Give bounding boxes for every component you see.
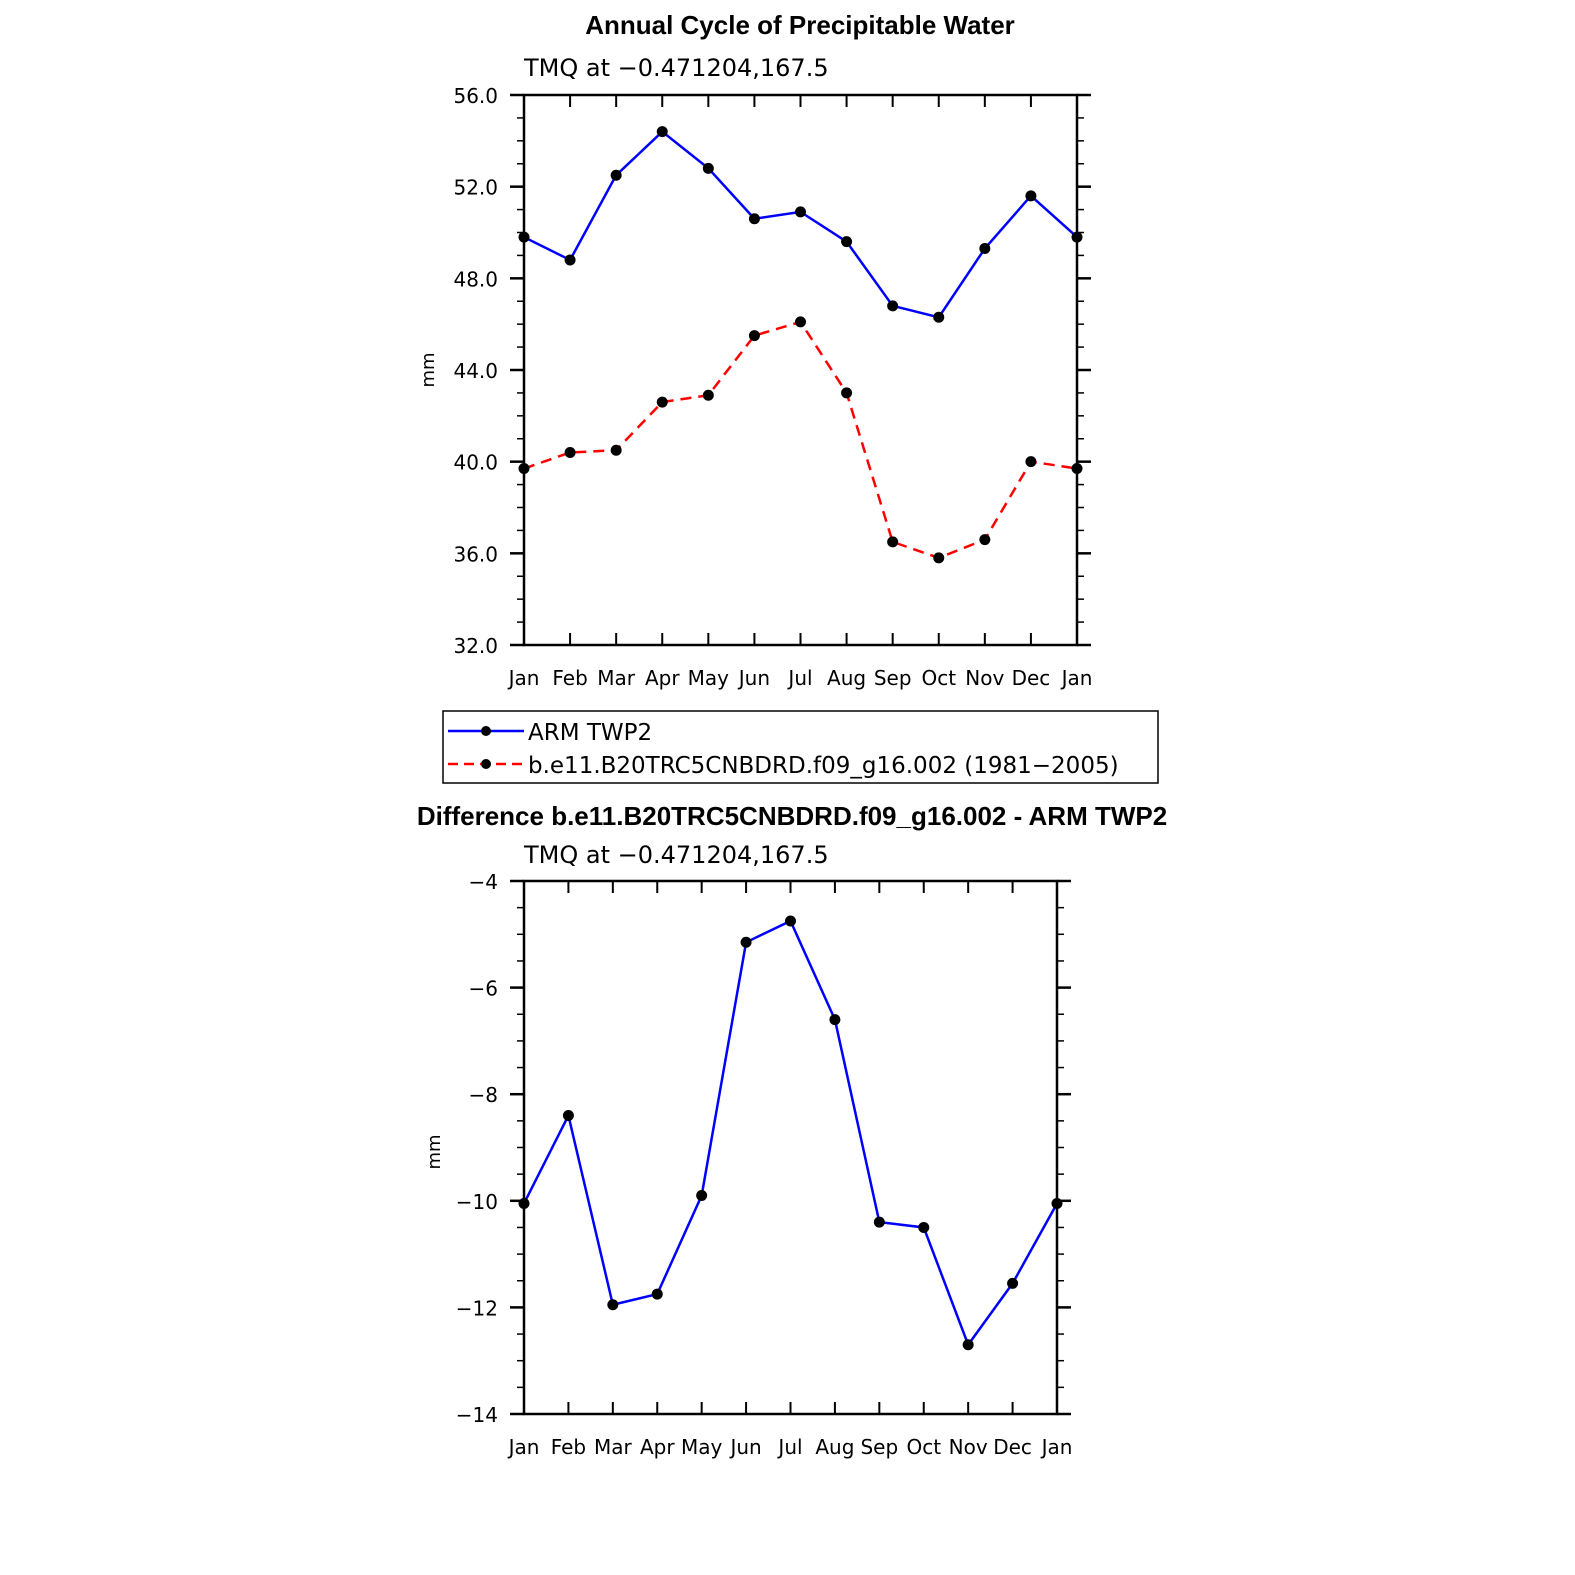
chart2-plot-frame <box>522 879 1059 1416</box>
chart2-series-1-point <box>518 1197 530 1209</box>
chart2-ytick-label: −8 <box>469 1083 498 1107</box>
chart1-xtick-label: Jan <box>507 666 540 690</box>
chart2-series-1-point <box>696 1189 708 1201</box>
chart1-series-1-point <box>887 300 899 312</box>
chart1-series-2-point <box>841 387 853 399</box>
chart2-series-1-point <box>607 1299 619 1311</box>
chart2-series-1-point <box>1051 1197 1063 1209</box>
chart1-series-2-point <box>748 330 760 342</box>
chart2-ytick-label: −4 <box>469 870 498 894</box>
chart2-xtick-label: Jan <box>507 1435 540 1459</box>
chart2-ylabel: mm <box>424 1134 445 1169</box>
chart1-series-2-point <box>656 396 668 408</box>
chart1-ylabel: mm <box>418 352 439 387</box>
chart1-ytick-label: 44.0 <box>453 359 498 383</box>
chart2-series-1-point <box>740 936 752 948</box>
chart2-xtick-label: Nov <box>949 1435 988 1459</box>
chart1-ytick-label: 32.0 <box>453 634 498 658</box>
chart2-series-line-1 <box>522 919 1059 1348</box>
chart2-series-1-point <box>962 1339 974 1351</box>
chart2-xtick-label: Feb <box>551 1435 586 1459</box>
chart2-ytick-label: −12 <box>456 1296 498 1320</box>
chart2-subtitle: TMQ at −0.471204,167.5 <box>523 841 829 869</box>
chart1-series-2-point <box>887 536 899 548</box>
chart1-ytick-label: 40.0 <box>453 451 498 475</box>
chart2-xtick-label: Jul <box>776 1435 802 1459</box>
legend-marker-series-2 <box>481 759 491 769</box>
chart2-series-1-point <box>785 915 796 927</box>
chart1-series-2-point <box>702 389 714 401</box>
chart2-series-1-point <box>829 1014 841 1026</box>
legend-marker-series-1 <box>481 726 491 736</box>
legend-item-series-2: b.e11.B20TRC5CNBDRD.f09_g16.002 (1981−20… <box>448 753 1119 779</box>
chart1-series-1-point <box>610 169 622 181</box>
chart2-xtick-label: May <box>681 1435 723 1459</box>
chart1-series-1-point <box>979 243 991 255</box>
chart2-xtick-label: Apr <box>640 1435 675 1459</box>
chart1-xtick-label: Dec <box>1012 666 1051 690</box>
chart1-series-2-point <box>979 534 991 546</box>
chart1-xtick-label: Aug <box>827 666 866 690</box>
chart1-series-2-point <box>518 463 530 475</box>
chart1-xtick-label: Jul <box>786 666 812 690</box>
chart1-series-1-point <box>702 162 714 174</box>
legend-label-series-1: ARM TWP2 <box>528 720 652 746</box>
chart2-xtick-label: Oct <box>906 1435 941 1459</box>
legend-box <box>442 710 1159 784</box>
chart1-xtick-label: Nov <box>965 666 1004 690</box>
chart1-subtitle: TMQ at −0.471204,167.5 <box>523 54 829 82</box>
chart1-xtick-label: Feb <box>552 666 587 690</box>
chart1-series-2-point <box>795 316 806 328</box>
chart1-series-2-point <box>1071 463 1083 475</box>
chart1-series-2-point <box>610 444 622 456</box>
chart1-xtick-label: May <box>688 666 730 690</box>
chart1-series-1-point <box>656 126 668 138</box>
chart2-series-1-point <box>651 1288 663 1300</box>
chart1-series-2-point <box>933 552 945 564</box>
chart1-xtick-label: Sep <box>874 666 912 690</box>
chart2-xtick-label: Dec <box>993 1435 1032 1459</box>
chart1-xtick-label: Apr <box>645 666 680 690</box>
chart1-xtick-label: Jun <box>737 666 770 690</box>
chart1-series-1-point <box>841 236 853 248</box>
chart1-xtick-label: Jan <box>1060 666 1093 690</box>
chart2-xtick-label: Jan <box>1040 1435 1073 1459</box>
chart2-series-1-point <box>562 1110 574 1122</box>
chart1-series-1-point <box>1025 190 1037 202</box>
chart1-title: Annual Cycle of Precipitable Water <box>585 10 1015 40</box>
legend-label-series-2: b.e11.B20TRC5CNBDRD.f09_g16.002 (1981−20… <box>528 753 1119 779</box>
legend-item-series-1: ARM TWP2 <box>448 720 652 746</box>
chart1-series-1-point <box>748 213 760 225</box>
chart2-xtick-label: Aug <box>815 1435 854 1459</box>
chart2-ytick-label: −14 <box>456 1403 498 1427</box>
chart1-series-1-point <box>1071 231 1083 243</box>
chart1-ytick-label: 52.0 <box>453 176 498 200</box>
chart2-xtick-label: Jun <box>728 1435 761 1459</box>
chart1-series-1-point <box>795 206 806 218</box>
chart1-series-2-point <box>1025 456 1037 468</box>
chart2-ytick-label: −10 <box>456 1190 498 1214</box>
chart2-series-1-point <box>1007 1277 1019 1289</box>
chart1-ytick-label: 56.0 <box>453 84 498 108</box>
chart1-ytick-label: 48.0 <box>453 267 498 291</box>
chart1-plot-frame <box>522 93 1079 647</box>
chart2-xtick-label: Sep <box>860 1435 898 1459</box>
chart1-series-line-1 <box>523 130 1078 319</box>
chart1-series-1-point <box>933 311 945 323</box>
chart1-ytick-label: 36.0 <box>453 542 498 566</box>
chart2-series-1-point <box>918 1221 930 1233</box>
chart2-xtick-label: Mar <box>594 1435 633 1459</box>
chart1-series-1-point <box>564 254 576 266</box>
chart1-series-line-2 <box>523 320 1078 560</box>
chart2-ytick-label: −6 <box>469 977 498 1001</box>
chart2-title: Difference b.e11.B20TRC5CNBDRD.f09_g16.0… <box>417 801 1167 831</box>
chart1-series-1-point <box>518 231 530 243</box>
chart1-xtick-label: Oct <box>921 666 956 690</box>
chart2-series-1-point <box>873 1216 885 1228</box>
chart1-xtick-label: Mar <box>597 666 636 690</box>
chart1-series-2-point <box>564 447 576 458</box>
